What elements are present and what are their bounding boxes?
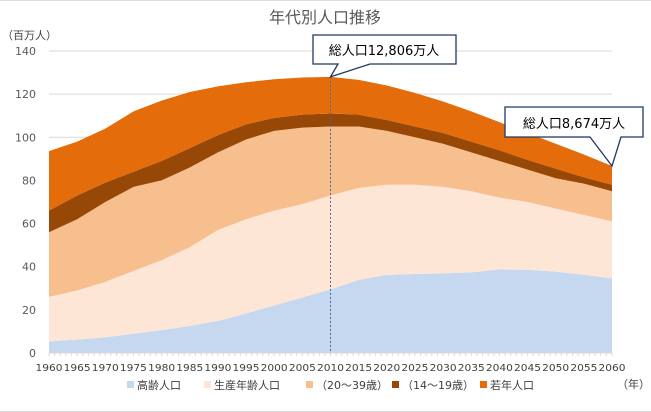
callout-box-2060	[504, 106, 644, 168]
legend-swatch	[204, 381, 211, 388]
y-tick-label: 80	[22, 174, 36, 187]
legend-label: 生産年齢人口	[214, 378, 280, 392]
callout-box-2010	[312, 34, 457, 79]
legend-swatch	[306, 381, 313, 388]
legend-label: （14～19歳）	[402, 379, 474, 392]
x-axis-unit-label: （年）	[617, 377, 650, 391]
y-tick-label: 60	[22, 218, 36, 231]
area-生産年齢人口	[49, 184, 612, 342]
x-tick-label: 2050	[542, 363, 569, 374]
x-tick-label: 1960	[36, 363, 63, 374]
x-tick-label: 1990	[204, 363, 231, 374]
callout-text-2060: 総人口8,674万人	[523, 117, 625, 132]
x-tick-label: 1975	[120, 363, 147, 374]
y-tick-label: 120	[15, 88, 36, 101]
callout-text-2010: 総人口12,806万人	[329, 44, 440, 59]
x-tick-label: 2005	[289, 363, 316, 374]
x-tick-label: 2060	[599, 363, 626, 374]
y-tick-label: 40	[22, 261, 36, 274]
y-tick-label: 20	[22, 304, 36, 317]
x-tick-label: 2010	[317, 363, 344, 374]
area-若年人口	[49, 76, 612, 211]
area-1419歳	[49, 113, 612, 233]
x-tick-label: 2040	[486, 363, 513, 374]
x-tick-label: 2020	[373, 363, 400, 374]
legend-label: 高齢人口	[137, 378, 181, 392]
y-axis-unit-label: （百万人）	[2, 29, 57, 42]
x-tick-label: 2030	[430, 363, 457, 374]
area-高齢人口	[49, 269, 612, 353]
x-tick-label: 2055	[570, 363, 597, 374]
x-tick-label: 1965	[64, 363, 91, 374]
x-tick-label: 2000	[261, 363, 288, 374]
y-tick-label: 100	[15, 131, 36, 144]
x-tick-label: 1995	[233, 363, 260, 374]
y-tick-label: 0	[29, 347, 36, 360]
x-tick-label: 1970	[92, 363, 119, 374]
x-tick-label: 2035	[458, 363, 485, 374]
legend-swatch	[127, 381, 134, 388]
legend-label: 若年人口	[490, 378, 534, 392]
y-tick-label: 140	[15, 45, 36, 58]
legend-swatch	[392, 381, 399, 388]
chart-title: 年代別人口推移	[269, 8, 381, 27]
area-2039歳	[49, 126, 612, 297]
x-tick-label: 2015	[345, 363, 372, 374]
x-tick-label: 2045	[514, 363, 541, 374]
x-tick-label: 1980	[148, 363, 175, 374]
x-tick-label: 1985	[176, 363, 203, 374]
legend-swatch	[480, 381, 487, 388]
x-tick-label: 2025	[401, 363, 428, 374]
legend-label: （20～39歳）	[316, 379, 388, 392]
